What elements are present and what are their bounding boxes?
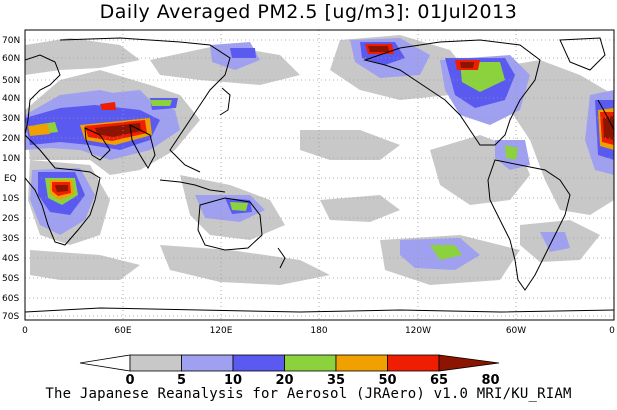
colorbar-segment xyxy=(284,354,337,372)
colorbar-arrow-high xyxy=(438,354,500,372)
lat-label: 20S xyxy=(2,214,19,224)
colorbar-segment xyxy=(129,354,182,372)
map-title: Daily Averaged PM2.5 [ug/m3]: 01Jul2013 xyxy=(99,1,518,23)
colorbar-label: 50 xyxy=(378,373,396,388)
lat-label: 50S xyxy=(2,274,19,284)
credit-line: The Japanese Reanalysis for Aerosol (JRA… xyxy=(45,386,572,402)
colorbar: 0 5 10 20 35 50 65 80 xyxy=(79,354,500,388)
latitude-axis: 70N 60N 50N 40N 30N 20N 10N EQ 10S 20S 3… xyxy=(2,36,20,322)
lon-label: 0 xyxy=(609,326,615,336)
lon-label: 120W xyxy=(405,326,431,336)
lat-label: 60N xyxy=(2,54,20,64)
colorbar-label: 10 xyxy=(224,373,242,388)
lon-label: 120E xyxy=(210,326,233,336)
colorbar-segment xyxy=(387,354,440,372)
lat-label: 40S xyxy=(2,254,19,264)
colorbar-arrow-low xyxy=(79,354,131,372)
colorbar-label: 5 xyxy=(177,373,186,388)
colorbar-label: 0 xyxy=(125,373,134,388)
lon-label: 180 xyxy=(310,326,327,336)
colorbar-label: 80 xyxy=(481,373,499,388)
colorbar-segment xyxy=(181,354,234,372)
lat-label: 20N xyxy=(2,134,20,144)
colorbar-label: 35 xyxy=(327,373,345,388)
lat-label: 30S xyxy=(2,234,19,244)
lat-label: 40N xyxy=(2,94,20,104)
colorbar-segment xyxy=(232,354,285,372)
colorbar-label: 65 xyxy=(430,373,448,388)
colorbar-label: 20 xyxy=(275,373,293,388)
colorbar-segment xyxy=(335,354,388,372)
lat-label: 10N xyxy=(2,154,20,164)
lat-label: 30N xyxy=(2,114,20,124)
lat-label: 60S xyxy=(2,294,19,304)
lon-label: 60W xyxy=(506,326,526,336)
map-border xyxy=(24,29,615,321)
coastlines xyxy=(25,37,614,313)
lat-label: EQ xyxy=(4,174,17,184)
lat-label: 70S xyxy=(2,312,19,322)
lat-label: 70N xyxy=(2,36,20,46)
lon-label: 0 xyxy=(22,326,28,336)
longitude-axis: 0 60E 120E 180 120W 60W 0 xyxy=(22,326,615,336)
lat-label: 50N xyxy=(2,76,20,86)
lat-label: 10S xyxy=(2,194,19,204)
lon-label: 60E xyxy=(114,326,131,336)
pm25-band-above-80 xyxy=(55,46,614,192)
